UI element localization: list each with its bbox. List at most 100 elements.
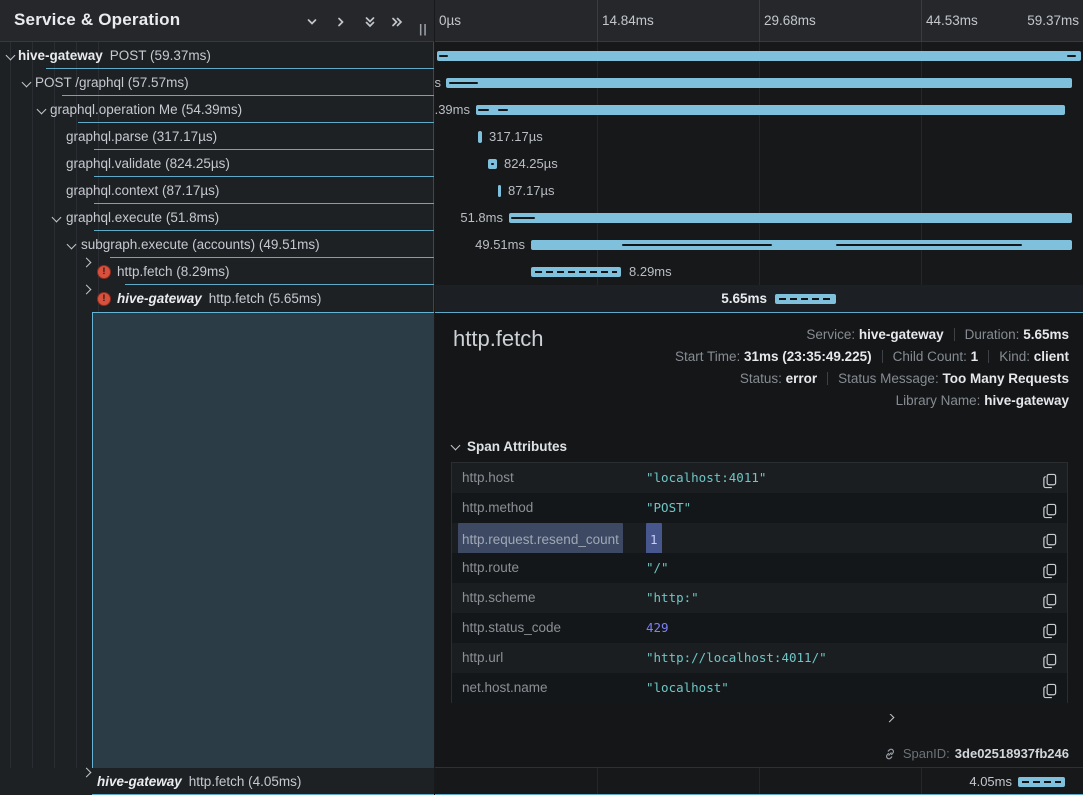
attr-value: "localhost:4011": [646, 463, 766, 493]
span-attributes-title: Span Attributes: [467, 439, 567, 454]
tree-row[interactable]: graphql.parse (317.17µs): [0, 123, 434, 150]
span-bar[interactable]: [531, 267, 621, 277]
span-bar[interactable]: [509, 213, 1072, 223]
span-detail-panel: http.fetch Service: hive-gatewayDuration…: [435, 312, 1083, 768]
timeline-row[interactable]: 51.8ms: [435, 204, 1083, 231]
copy-icon[interactable]: [1042, 620, 1057, 636]
chevron-down-icon[interactable]: [22, 79, 30, 87]
timeline-row[interactable]: 8.29ms: [435, 258, 1083, 285]
grid-line: [759, 0, 760, 42]
chevron-down-icon[interactable]: [52, 214, 60, 222]
duration-label: 54.39ms: [435, 96, 470, 123]
timeline-row[interactable]: 317.17µs: [435, 123, 1083, 150]
timeline-row[interactable]: 49.51ms: [435, 231, 1083, 258]
copy-icon[interactable]: [1042, 500, 1057, 516]
attr-value: "http:": [646, 583, 699, 613]
duration-label: 4.05ms: [964, 768, 1012, 795]
duration-label: 49.51ms: [473, 231, 525, 258]
tree-row[interactable]: POST /graphql (57.57ms): [0, 69, 434, 96]
attr-value: 1: [646, 523, 662, 557]
collapse-all-icon[interactable]: [361, 13, 379, 31]
tree-row[interactable]: hive-gatewayhttp.fetch (4.05ms): [0, 768, 434, 795]
expand-all-icon[interactable]: [388, 13, 406, 31]
time-tick: 44.53ms: [926, 0, 978, 42]
chevron-down-icon[interactable]: [451, 442, 459, 450]
attr-key: http.url: [462, 643, 503, 673]
span-bar[interactable]: [476, 105, 1065, 115]
panel-resize-handle[interactable]: ||: [419, 22, 428, 36]
tree-row[interactable]: graphql.context (87.17µs): [0, 177, 434, 204]
timeline-bottom-row[interactable]: 4.05ms: [435, 768, 1083, 795]
timeline-row[interactable]: 54.39ms: [435, 96, 1083, 123]
tree-row[interactable]: graphql.execute (51.8ms): [0, 204, 434, 231]
attribute-row[interactable]: http.route "/": [452, 553, 1067, 583]
attr-value: "/": [646, 553, 669, 583]
child-count-value: 1: [971, 349, 979, 364]
grid-line: [759, 768, 760, 794]
expand-one-icon[interactable]: [332, 13, 350, 31]
tree-row[interactable]: ! http.fetch (8.29ms): [0, 258, 434, 285]
resource-attributes-row[interactable]: Resource Attributes:host.arch=arm64host.…: [451, 714, 1068, 742]
attr-key: http.host: [462, 463, 514, 493]
kind-label: Kind:: [999, 349, 1030, 364]
tree-row[interactable]: graphql.validate (824.25µs): [0, 150, 434, 177]
copy-icon[interactable]: [1042, 470, 1057, 486]
attr-key: http.status_code: [462, 613, 561, 643]
time-tick: 0µs: [439, 0, 461, 42]
copy-icon[interactable]: [1042, 650, 1057, 666]
grid-line: [597, 0, 598, 42]
tree-row-selected[interactable]: ! hive-gatewayhttp.fetch (5.65ms): [0, 285, 434, 312]
timeline-row[interactable]: [435, 42, 1083, 69]
span-bar[interactable]: [498, 185, 501, 197]
error-badge-icon: !: [97, 265, 111, 279]
span-attributes-section[interactable]: Span Attributes: [451, 439, 567, 454]
duration-label: 5.65ms: [717, 285, 767, 312]
span-bar[interactable]: [478, 131, 482, 143]
attribute-row[interactable]: http.host "localhost:4011": [452, 463, 1067, 493]
span-bar[interactable]: [1018, 777, 1065, 787]
span-bar[interactable]: [488, 159, 497, 169]
meta-line: Library Name: hive-gateway: [675, 390, 1069, 412]
attr-key: http.method: [462, 493, 533, 523]
span-label: POST /graphql (57.57ms): [35, 69, 189, 96]
copy-icon[interactable]: [1042, 590, 1057, 606]
span-bar[interactable]: [437, 51, 1081, 61]
chevron-down-icon[interactable]: [6, 52, 14, 60]
copy-icon[interactable]: [1042, 530, 1057, 546]
service-name: hive-gateway: [117, 291, 202, 306]
attribute-row[interactable]: http.scheme "http:": [452, 583, 1067, 613]
duration-label: 8.29ms: [629, 258, 672, 285]
attribute-row[interactable]: net.host.name "localhost": [452, 673, 1067, 703]
attr-value: 429: [646, 613, 669, 643]
tree-body: hive-gatewayPOST (59.37ms) POST /graphql…: [0, 42, 434, 795]
attribute-row[interactable]: http.method "POST": [452, 493, 1067, 523]
span-label: graphql.execute (51.8ms): [66, 204, 219, 231]
tree-row[interactable]: hive-gatewayPOST (59.37ms): [0, 42, 434, 69]
grid-line: [597, 768, 598, 794]
tree-row[interactable]: graphql.operation Me (54.39ms): [0, 96, 434, 123]
chevron-down-icon[interactable]: [67, 241, 75, 249]
collapse-one-icon[interactable]: [303, 13, 321, 31]
attribute-row-selected[interactable]: http.request.resend_count 1: [452, 523, 1067, 553]
chevron-down-icon[interactable]: [37, 106, 45, 114]
span-id-value[interactable]: 3de02518937fb246: [955, 746, 1069, 761]
copy-icon[interactable]: [1042, 680, 1057, 696]
copy-icon[interactable]: [1042, 560, 1057, 576]
detail-span-title: http.fetch: [453, 326, 544, 352]
attribute-row[interactable]: http.status_code 429: [452, 613, 1067, 643]
timeline-row[interactable]: 57.57ms: [435, 69, 1083, 96]
attribute-row[interactable]: http.url "http://localhost:4011/": [452, 643, 1067, 673]
duration-label: 87.17µs: [508, 177, 555, 204]
span-bar[interactable]: [775, 294, 836, 304]
timeline-row[interactable]: 87.17µs: [435, 177, 1083, 204]
timeline-row[interactable]: 824.25µs: [435, 150, 1083, 177]
span-bar[interactable]: [446, 78, 1072, 88]
start-time-label: Start Time:: [675, 349, 740, 364]
span-bar[interactable]: [531, 240, 1072, 250]
tree-row[interactable]: subgraph.execute (accounts) (49.51ms): [0, 231, 434, 258]
timeline-row-selected[interactable]: 5.65ms: [435, 285, 1083, 312]
grid-line: [921, 0, 922, 42]
library-name-value: hive-gateway: [984, 393, 1069, 408]
span-id-label: SpanID:: [903, 746, 950, 761]
chevron-right-icon[interactable]: [886, 714, 1068, 742]
